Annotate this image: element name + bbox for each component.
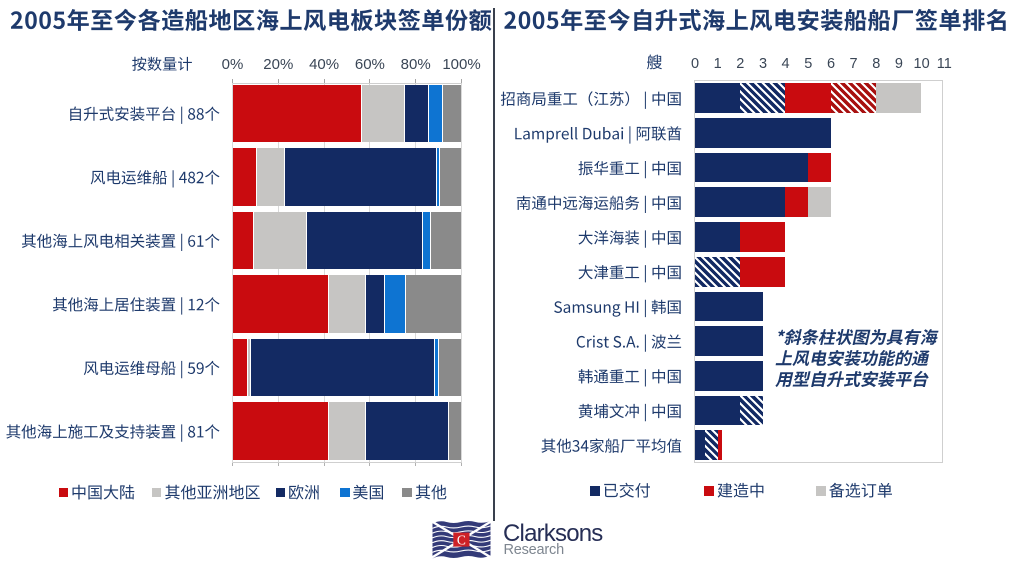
- svg-text:C: C: [457, 532, 466, 547]
